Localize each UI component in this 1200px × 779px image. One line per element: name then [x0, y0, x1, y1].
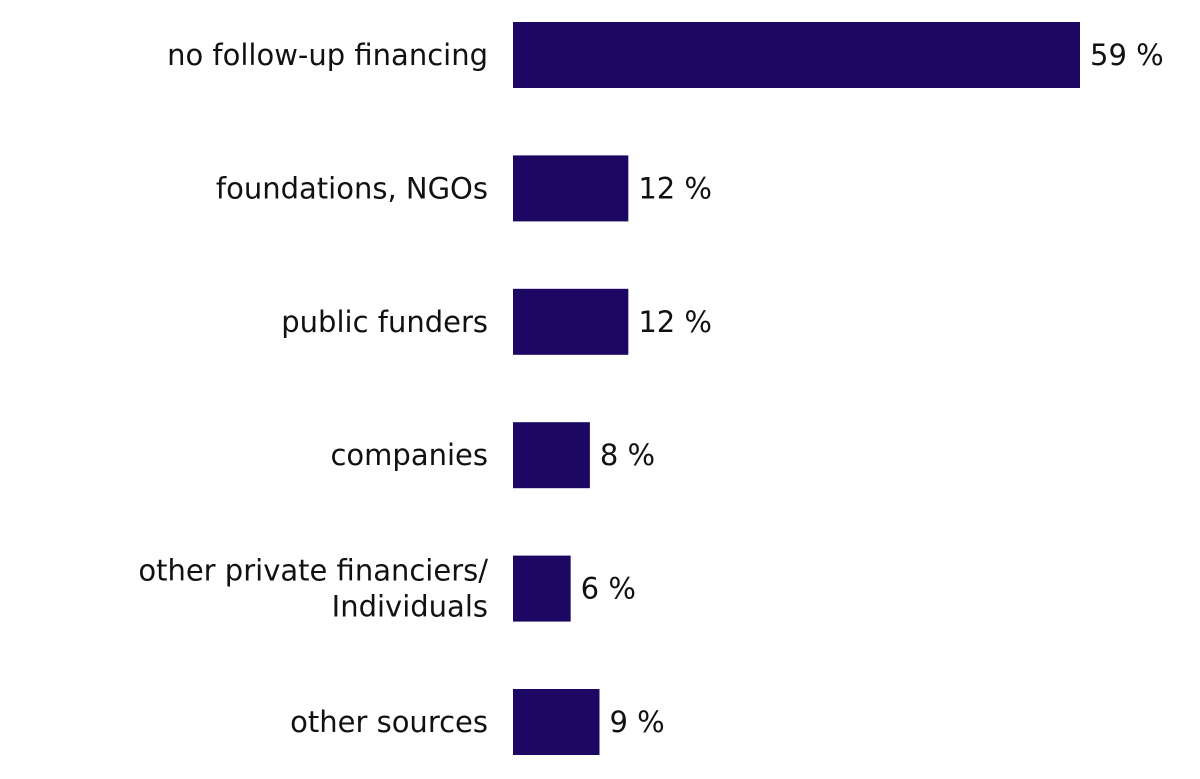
- bar: [513, 22, 1080, 88]
- bar: [513, 288, 629, 355]
- category-label: public funders: [281, 305, 488, 339]
- bar: [513, 555, 571, 622]
- category-label: other private financiers/: [138, 554, 488, 588]
- category-label: no follow-up financing: [167, 38, 488, 72]
- value-label: 9 %: [609, 705, 664, 739]
- category-label: Individuals: [332, 590, 488, 624]
- category-label: foundations, NGOs: [216, 171, 488, 205]
- bar: [513, 422, 590, 489]
- value-label: 6 %: [581, 572, 636, 606]
- bar: [513, 155, 629, 222]
- value-label: 8 %: [600, 438, 655, 472]
- bar: [513, 689, 600, 755]
- category-label: other sources: [290, 705, 488, 739]
- category-label: companies: [330, 438, 488, 472]
- value-label: 59 %: [1090, 38, 1164, 72]
- value-label: 12 %: [638, 305, 712, 339]
- value-label: 12 %: [638, 171, 712, 205]
